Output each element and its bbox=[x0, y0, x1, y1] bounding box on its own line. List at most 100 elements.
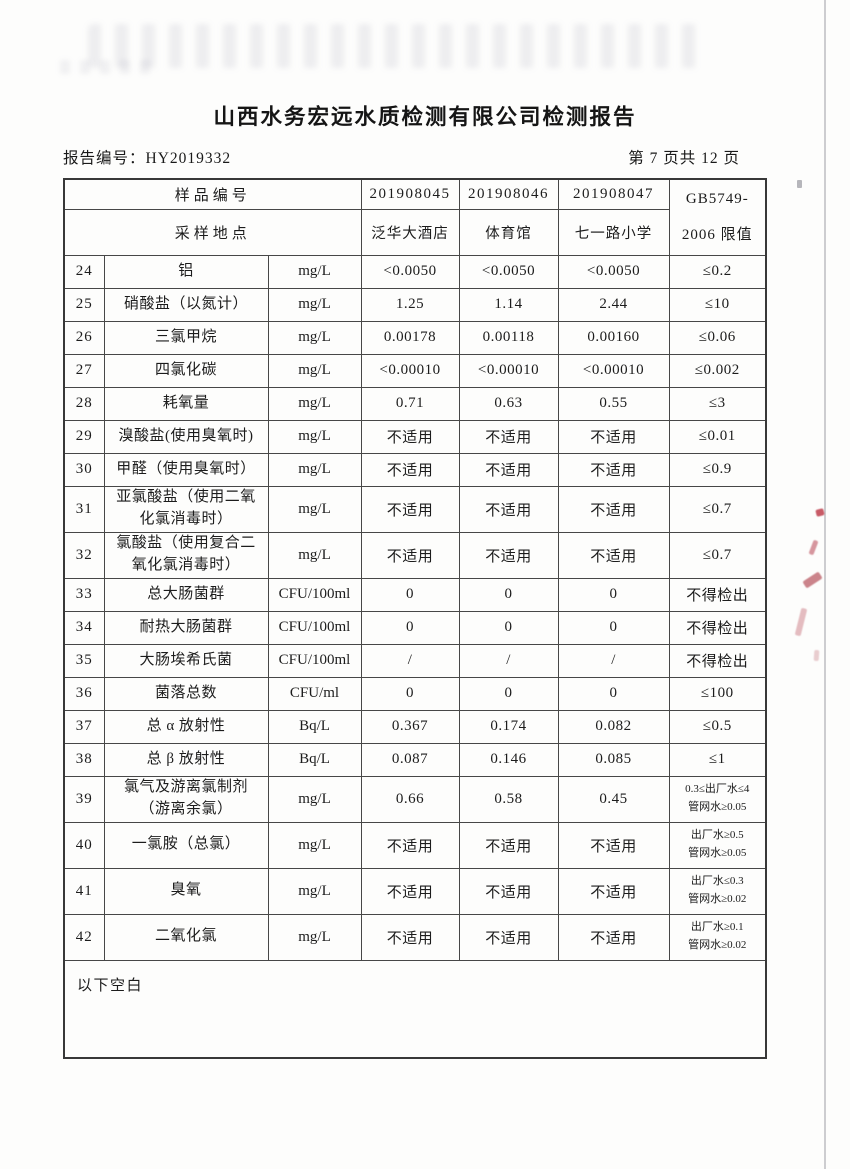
table-row: 32 氯酸盐（使用复合二 氧化氯消毒时） mg/L 不适用 不适用 不适用 ≤0.7 bbox=[63, 531, 767, 579]
cell-no: 34 bbox=[63, 610, 105, 645]
blank-row: 以下空白 bbox=[63, 959, 767, 1059]
page-indicator: 第 7 页共 12 页 bbox=[628, 150, 740, 167]
cell-limit: ≤0.9 bbox=[668, 452, 767, 487]
table-row: 30 甲醛（使用臭氧时） mg/L 不适用 不适用 不适用 ≤0.9 bbox=[63, 452, 767, 487]
cell-unit: mg/L bbox=[267, 254, 362, 289]
table-row: 34 耐热大肠菌群 CFU/100ml 0 0 0 不得检出 bbox=[63, 610, 767, 645]
table-row: 26 三氯甲烷 mg/L 0.00178 0.00118 0.00160 ≤0.06 bbox=[63, 320, 767, 355]
cell-unit: mg/L bbox=[267, 452, 362, 487]
cell-value-3: 0 bbox=[557, 610, 670, 645]
cell-no: 30 bbox=[63, 452, 105, 487]
cell-no: 31 bbox=[63, 485, 105, 533]
cell-limit: ≤0.7 bbox=[668, 531, 767, 579]
table-row: 35 大肠埃希氏菌 CFU/100ml / / / 不得检出 bbox=[63, 643, 767, 678]
cell-unit: mg/L bbox=[267, 386, 362, 421]
cell-param-name: 铝 bbox=[103, 254, 269, 289]
header-sample-id-3: 201908047 bbox=[557, 178, 670, 210]
header-location-1: 泛华大酒店 bbox=[360, 208, 460, 256]
table-row: 36 菌落总数 CFU/ml 0 0 0 ≤100 bbox=[63, 676, 767, 711]
water-quality-results-table: 样品编号 201908045 201908046 201908047 GB574… bbox=[63, 178, 768, 1059]
red-stamp-edge-mark bbox=[802, 571, 823, 589]
header-sample-id-1: 201908045 bbox=[360, 178, 460, 210]
header-location-3: 七一路小学 bbox=[557, 208, 670, 256]
cell-limit: 出厂水≤0.3 管网水≥0.02 bbox=[668, 867, 767, 915]
cell-value-3: 0.085 bbox=[557, 742, 670, 777]
cell-unit: mg/L bbox=[267, 531, 362, 579]
table-row: 39 氯气及游离氯制剂 （游离余氯） mg/L 0.66 0.58 0.45 0.3≤出厂水… bbox=[63, 775, 767, 823]
cell-value-3: 不适用 bbox=[557, 867, 670, 915]
cell-value-2: 0.174 bbox=[458, 709, 559, 744]
cell-limit: 0.3≤出厂水≤4 管网水≥0.05 bbox=[668, 775, 767, 823]
cell-no: 41 bbox=[63, 867, 105, 915]
cell-limit: ≤0.2 bbox=[668, 254, 767, 289]
cell-value-3: 2.44 bbox=[557, 287, 670, 322]
cell-value-1: 0 bbox=[360, 610, 460, 645]
cell-value-2: 不适用 bbox=[458, 531, 559, 579]
cell-unit: mg/L bbox=[267, 821, 362, 869]
cell-unit: mg/L bbox=[267, 485, 362, 533]
cell-value-1: 不适用 bbox=[360, 485, 460, 533]
cell-limit: ≤3 bbox=[668, 386, 767, 421]
cell-unit: mg/L bbox=[267, 775, 362, 823]
cell-value-2: <0.00010 bbox=[458, 353, 559, 388]
cell-value-1: 0.367 bbox=[360, 709, 460, 744]
cell-param-name: 溴酸盐(使用臭氧时) bbox=[103, 419, 269, 454]
cell-limit: ≤0.002 bbox=[668, 353, 767, 388]
cell-limit: 出厂水≥0.5 管网水≥0.05 bbox=[668, 821, 767, 869]
cell-value-3: 0.082 bbox=[557, 709, 670, 744]
cell-param-name: 臭氧 bbox=[103, 867, 269, 915]
table-row: 25 硝酸盐（以氮计） mg/L 1.25 1.14 2.44 ≤10 bbox=[63, 287, 767, 322]
cell-no: 28 bbox=[63, 386, 105, 421]
cell-value-1: 不适用 bbox=[360, 419, 460, 454]
header-location-2: 体育馆 bbox=[458, 208, 559, 256]
cell-no: 42 bbox=[63, 913, 105, 961]
red-stamp-edge-mark bbox=[808, 539, 819, 556]
cell-param-name: 菌落总数 bbox=[103, 676, 269, 711]
report-number-label: 报告编号： bbox=[63, 150, 146, 167]
cell-value-3: 0.00160 bbox=[557, 320, 670, 355]
cell-value-1: <0.00010 bbox=[360, 353, 460, 388]
table-row: 33 总大肠菌群 CFU/100ml 0 0 0 不得检出 bbox=[63, 577, 767, 612]
cell-param-name: 氯气及游离氯制剂 （游离余氯） bbox=[103, 775, 269, 823]
cell-no: 25 bbox=[63, 287, 105, 322]
cell-unit: CFU/100ml bbox=[267, 577, 362, 612]
cell-unit: mg/L bbox=[267, 287, 362, 322]
table-row: 27 四氯化碳 mg/L <0.00010 <0.00010 <0.00010 ≤0.002 bbox=[63, 353, 767, 388]
cell-limit: 不得检出 bbox=[668, 610, 767, 645]
cell-value-3: 不适用 bbox=[557, 913, 670, 961]
table-row: 29 溴酸盐(使用臭氧时) mg/L 不适用 不适用 不适用 ≤0.01 bbox=[63, 419, 767, 454]
cell-value-2: 0.63 bbox=[458, 386, 559, 421]
cell-value-1: 不适用 bbox=[360, 913, 460, 961]
cell-value-3: 不适用 bbox=[557, 419, 670, 454]
cell-param-name: 总 α 放射性 bbox=[103, 709, 269, 744]
cell-value-1: 0.00178 bbox=[360, 320, 460, 355]
header-sample-no-label: 样品编号 bbox=[63, 178, 362, 210]
cell-unit: mg/L bbox=[267, 320, 362, 355]
cell-value-3: <0.0050 bbox=[557, 254, 670, 289]
cell-value-1: 不适用 bbox=[360, 867, 460, 915]
cell-param-name: 亚氯酸盐（使用二氧 化氯消毒时） bbox=[103, 485, 269, 533]
report-number-value: HY2019332 bbox=[145, 150, 232, 167]
cell-param-name: 三氯甲烷 bbox=[103, 320, 269, 355]
cell-value-2: <0.0050 bbox=[458, 254, 559, 289]
cell-unit: Bq/L bbox=[267, 742, 362, 777]
cell-limit: ≤1 bbox=[668, 742, 767, 777]
cell-unit: mg/L bbox=[267, 913, 362, 961]
cell-unit: CFU/100ml bbox=[267, 610, 362, 645]
cell-value-1: <0.0050 bbox=[360, 254, 460, 289]
cell-value-3: 0 bbox=[557, 577, 670, 612]
cell-param-name: 一氯胺（总氯） bbox=[103, 821, 269, 869]
cell-unit: mg/L bbox=[267, 419, 362, 454]
scan-speck bbox=[797, 180, 802, 188]
cell-unit: mg/L bbox=[267, 353, 362, 388]
table-header-row-sample-id: 样品编号 201908045 201908046 201908047 GB574… bbox=[63, 178, 767, 256]
table-header-row-location: 采样地点 泛华大酒店 体育馆 七一路小学 bbox=[63, 208, 766, 256]
cell-no: 24 bbox=[63, 254, 105, 289]
cell-value-1: 0.087 bbox=[360, 742, 460, 777]
cell-value-2: 0 bbox=[458, 676, 559, 711]
report-number: 报告编号：HY2019332 bbox=[63, 146, 231, 168]
cell-value-1: 0.71 bbox=[360, 386, 460, 421]
cell-value-2: 1.14 bbox=[458, 287, 559, 322]
report-meta: 报告编号：HY2019332 第 7 页共 12 页 bbox=[63, 146, 740, 168]
cell-unit: CFU/ml bbox=[267, 676, 362, 711]
